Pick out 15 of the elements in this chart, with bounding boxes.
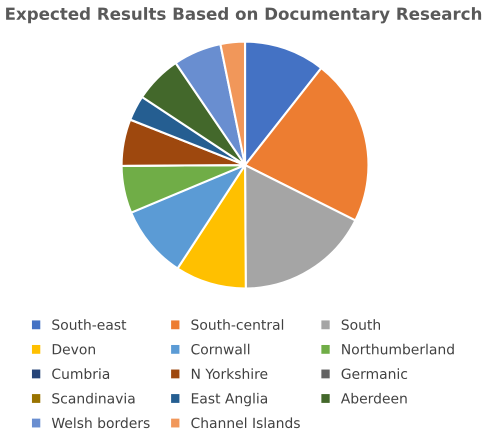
legend-label: Germanic xyxy=(342,368,408,380)
legend-label: Northumberland xyxy=(342,344,454,354)
legend-label: Cumbria xyxy=(52,368,110,380)
legend-label: Welsh borders xyxy=(52,417,150,428)
legend-label: N Yorkshire xyxy=(192,368,268,380)
legend-label: Cornwall xyxy=(191,344,250,354)
legend-label: Channel Islands xyxy=(191,417,300,428)
legend-label: East Anglia xyxy=(192,392,268,406)
legend-label: South-east xyxy=(52,319,126,330)
legend-label: Scandinavia xyxy=(52,392,134,404)
legend-label: South xyxy=(342,319,380,330)
legend-label: Aberdeen xyxy=(340,392,407,404)
legend-label: South-central xyxy=(191,319,284,330)
chart-title: Expected Results Based on Documentary Research xyxy=(6,7,482,24)
legend-label: Devon xyxy=(52,344,95,354)
